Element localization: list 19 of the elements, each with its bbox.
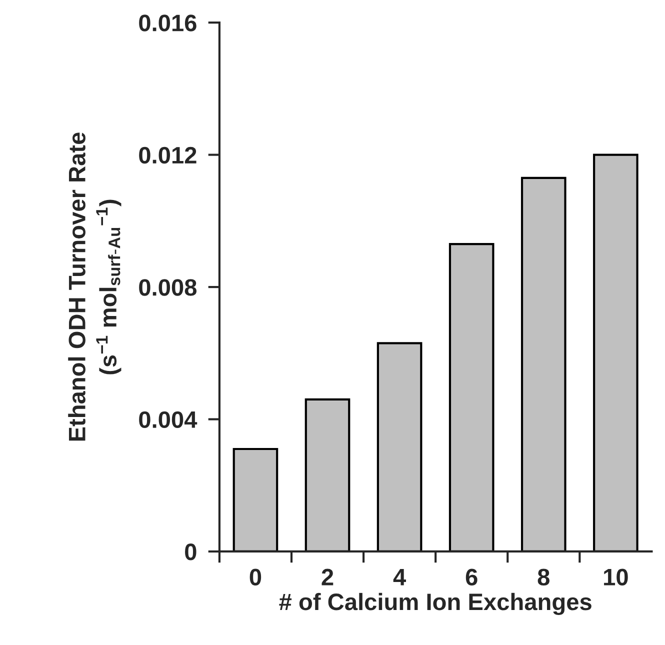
x-tick-label: 6 [466,568,478,586]
x-tick-label: 2 [322,568,334,586]
x-axis-title: # of Calcium Ion Exchanges [279,592,592,616]
y-tick-label: 0.008 [139,279,197,296]
bar [448,243,494,552]
bar [376,342,422,552]
y-tick-label: 0.012 [139,146,196,164]
y-axis-title: Ethanol ODH Turnover Rate (s$^{−1}$ mol$_{surf-Au}$$^{−1}$) [68,132,122,441]
y-tick-label: 0.016 [139,14,196,32]
bar [520,176,566,552]
bar [593,154,638,552]
x-tick-label: 0 [250,568,262,586]
y-tick-label: 0.004 [139,411,198,428]
bar [232,448,278,552]
x-tick-label: 4 [393,569,406,586]
x-tick-label: 10 [604,568,628,586]
bar [304,398,350,552]
x-tick-label: 8 [538,568,550,586]
y-tick-label: 0 [185,544,196,560]
